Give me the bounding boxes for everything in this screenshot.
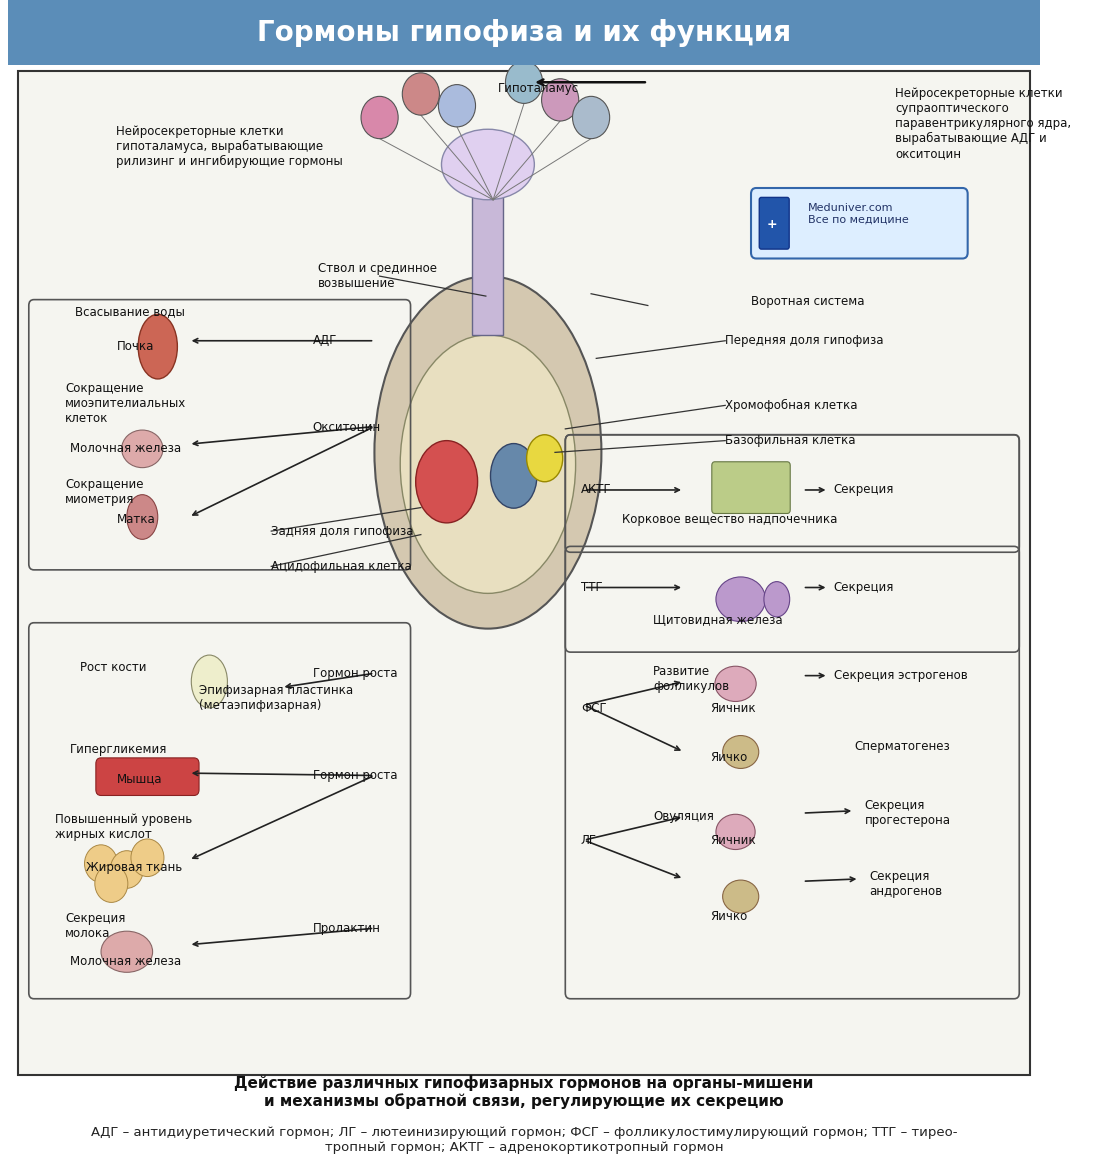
FancyBboxPatch shape xyxy=(95,758,199,795)
Ellipse shape xyxy=(715,666,756,701)
FancyBboxPatch shape xyxy=(751,188,968,258)
Text: Гормоны гипофиза и их функция: Гормоны гипофиза и их функция xyxy=(257,19,791,47)
Text: Хромофобная клетка: Хромофобная клетка xyxy=(725,398,858,412)
Text: Сокращение
миометрия: Сокращение миометрия xyxy=(65,478,144,506)
Circle shape xyxy=(361,96,398,139)
Text: Сокращение
миоэпителиальных
клеток: Сокращение миоэпителиальных клеток xyxy=(65,382,186,424)
Ellipse shape xyxy=(716,577,766,622)
Text: Молочная железа: Молочная железа xyxy=(70,442,181,456)
Text: Гормон роста: Гормон роста xyxy=(313,768,397,783)
Text: Матка: Матка xyxy=(116,512,156,526)
Text: ФСГ: ФСГ xyxy=(580,701,607,716)
Ellipse shape xyxy=(764,582,790,617)
Text: Рост кости: Рост кости xyxy=(80,660,147,674)
Ellipse shape xyxy=(122,430,163,468)
Text: Действие различных гипофизарных гормонов на органы-мишени: Действие различных гипофизарных гормонов… xyxy=(235,1075,814,1092)
Ellipse shape xyxy=(723,736,759,768)
Text: Почка: Почка xyxy=(116,340,154,354)
Text: Секреция эстрогенов: Секреция эстрогенов xyxy=(834,669,968,683)
Text: Секреция
прогестерона: Секреция прогестерона xyxy=(864,799,950,827)
Text: Передняя доля гипофиза: Передняя доля гипофиза xyxy=(725,334,884,348)
Text: Яичко: Яичко xyxy=(710,909,747,924)
Text: Meduniver.com
Все по медицине: Meduniver.com Все по медицине xyxy=(807,203,908,224)
Circle shape xyxy=(403,73,440,115)
Ellipse shape xyxy=(416,441,477,523)
Circle shape xyxy=(131,839,163,877)
FancyBboxPatch shape xyxy=(19,70,1030,1075)
Text: Яичник: Яичник xyxy=(710,833,756,847)
Circle shape xyxy=(111,851,144,888)
Ellipse shape xyxy=(191,656,227,707)
Ellipse shape xyxy=(527,435,563,482)
Text: +: + xyxy=(767,217,777,231)
Text: Секреция: Секреция xyxy=(834,483,894,497)
Text: Корковое вещество надпочечника: Корковое вещество надпочечника xyxy=(622,512,837,526)
Text: Гормон роста: Гормон роста xyxy=(313,666,397,680)
Text: Яичник: Яичник xyxy=(710,701,756,716)
Text: Пролактин: Пролактин xyxy=(313,921,381,935)
Circle shape xyxy=(573,96,610,139)
Ellipse shape xyxy=(490,444,536,508)
Text: Молочная железа: Молочная железа xyxy=(70,954,181,968)
Text: Овуляция: Овуляция xyxy=(653,810,714,824)
Ellipse shape xyxy=(400,335,576,593)
Text: Секреция
молока: Секреция молока xyxy=(65,912,125,940)
Text: ТТГ: ТТГ xyxy=(580,580,602,595)
Text: Ствол и срединное
возвышение: Ствол и срединное возвышение xyxy=(318,262,437,290)
Text: Нейросекреторные клетки
супраоптического
паравентрикулярного ядра,
вырабатывающи: Нейросекреторные клетки супраоптического… xyxy=(895,87,1072,160)
Text: Всасывание воды: Всасывание воды xyxy=(76,304,185,318)
Ellipse shape xyxy=(374,276,601,629)
FancyBboxPatch shape xyxy=(712,462,790,513)
Text: Эпифизарная пластинка
(метаэпифизарная): Эпифизарная пластинка (метаэпифизарная) xyxy=(199,684,353,712)
FancyBboxPatch shape xyxy=(8,0,1040,65)
Text: Секреция: Секреция xyxy=(834,580,894,595)
Circle shape xyxy=(94,865,128,902)
Ellipse shape xyxy=(127,495,158,539)
Ellipse shape xyxy=(138,314,178,378)
Text: и механизмы обратной связи, регулирующие их секрецию: и механизмы обратной связи, регулирующие… xyxy=(264,1093,784,1109)
Ellipse shape xyxy=(101,931,152,973)
Text: ЛГ: ЛГ xyxy=(580,833,597,847)
Text: Окситоцин: Окситоцин xyxy=(313,419,381,434)
Ellipse shape xyxy=(716,814,755,850)
Circle shape xyxy=(439,85,475,127)
Text: Повышенный уровень
жирных кислот: Повышенный уровень жирных кислот xyxy=(55,813,192,841)
Ellipse shape xyxy=(441,129,534,200)
Text: Щитовидная железа: Щитовидная железа xyxy=(653,612,782,626)
Text: Задняя доля гипофиза: Задняя доля гипофиза xyxy=(271,524,414,538)
Text: Жировая ткань: Жировая ткань xyxy=(86,860,182,874)
Text: Базофильная клетка: Базофильная клетка xyxy=(725,434,856,448)
FancyBboxPatch shape xyxy=(759,197,789,249)
Circle shape xyxy=(542,79,579,121)
Text: Сперматогенез: Сперматогенез xyxy=(855,739,950,753)
Text: Яичко: Яичко xyxy=(710,751,747,765)
Circle shape xyxy=(84,845,117,882)
Text: Воротная система: Воротная система xyxy=(751,295,864,309)
Circle shape xyxy=(506,61,543,103)
Text: АДГ – антидиуретический гормон; ЛГ – лютеинизирующий гормон; ФСГ – фолликулостим: АДГ – антидиуретический гормон; ЛГ – лют… xyxy=(91,1126,958,1154)
Text: Гипергликемия: Гипергликемия xyxy=(70,743,168,757)
Text: Нейросекреторные клетки
гипоталамуса, вырабатывающие
рилизинг и ингибирующие гор: Нейросекреторные клетки гипоталамуса, вы… xyxy=(116,126,343,168)
Text: Гипоталамус: Гипоталамус xyxy=(498,81,579,95)
Text: Ацидофильная клетка: Ацидофильная клетка xyxy=(271,559,412,573)
FancyBboxPatch shape xyxy=(473,194,504,335)
Ellipse shape xyxy=(723,880,759,913)
Text: Развитие
фолликулов: Развитие фолликулов xyxy=(653,665,730,693)
Text: Мышца: Мышца xyxy=(116,772,162,786)
Text: АКТГ: АКТГ xyxy=(580,483,611,497)
Text: Секреция
андрогенов: Секреция андрогенов xyxy=(870,870,942,898)
Text: АДГ: АДГ xyxy=(313,334,337,348)
